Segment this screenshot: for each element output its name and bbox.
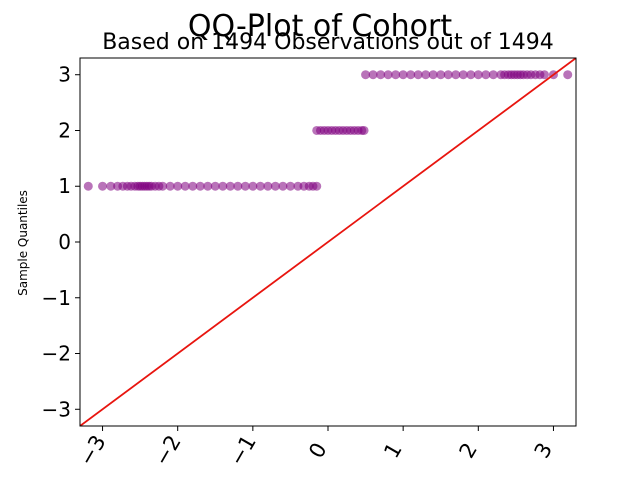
data-point xyxy=(481,70,491,80)
data-point xyxy=(218,181,228,191)
data-point xyxy=(158,181,168,191)
data-point xyxy=(406,70,416,80)
y-tick-label: 2 xyxy=(58,118,71,142)
data-point xyxy=(188,181,198,191)
data-point xyxy=(376,70,386,80)
data-point xyxy=(180,181,190,191)
data-point xyxy=(398,70,408,80)
y-tick-label: 0 xyxy=(58,230,71,254)
data-point xyxy=(195,181,205,191)
data-point xyxy=(563,70,573,80)
y-tick-label: 3 xyxy=(58,63,71,87)
data-point xyxy=(383,70,393,80)
data-point xyxy=(240,181,250,191)
y-tick-label: 1 xyxy=(58,174,71,198)
data-point xyxy=(391,70,401,80)
y-tick-label: −1 xyxy=(42,286,71,310)
data-point xyxy=(98,181,108,191)
data-point xyxy=(361,70,371,80)
data-point xyxy=(210,181,220,191)
data-point xyxy=(173,181,183,191)
y-axis-ticks: 3 2 1 0 −1 −2 −3 xyxy=(42,63,80,421)
data-point xyxy=(106,181,116,191)
data-point xyxy=(270,181,280,191)
data-point xyxy=(83,181,93,191)
data-point xyxy=(263,181,273,191)
reference-line xyxy=(80,58,576,426)
data-point xyxy=(203,181,213,191)
data-point xyxy=(458,70,468,80)
chart-title: QQ-Plot of Cohort xyxy=(188,9,452,44)
y-axis-label: Sample Quantiles xyxy=(16,190,30,296)
data-point xyxy=(443,70,453,80)
data-point xyxy=(436,70,446,80)
data-point xyxy=(428,70,438,80)
data-point xyxy=(466,70,476,80)
data-point xyxy=(421,70,431,80)
data-point xyxy=(285,181,295,191)
chart-subtitle: Based on 1494 Observations out of 1494 xyxy=(102,30,554,55)
data-point xyxy=(359,125,369,135)
data-point xyxy=(488,70,498,80)
data-point xyxy=(451,70,461,80)
data-point xyxy=(473,70,483,80)
y-tick-label: −3 xyxy=(42,397,71,421)
y-tick-label: −2 xyxy=(42,342,71,366)
data-point xyxy=(225,181,235,191)
data-point xyxy=(413,70,423,80)
data-point xyxy=(248,181,258,191)
reference-line-group xyxy=(80,58,576,426)
data-point xyxy=(278,181,288,191)
data-point xyxy=(233,181,243,191)
data-point xyxy=(368,70,378,80)
data-point xyxy=(165,181,175,191)
data-point xyxy=(255,181,265,191)
data-point xyxy=(539,70,549,80)
data-point xyxy=(312,181,322,191)
